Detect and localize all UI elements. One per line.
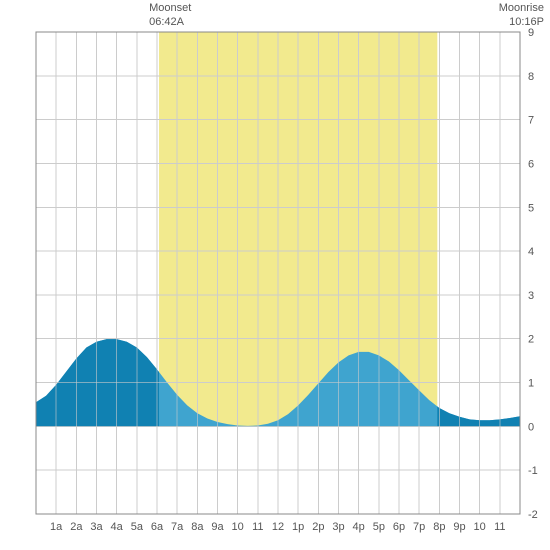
y-tick: 2 [528,334,534,346]
x-tick: 6a [151,521,164,533]
chart-svg: -2-101234567891a2a3a4a5a6a7a8a9a1011121p… [0,0,550,550]
moonrise-label: Moonrise 10:16P [499,2,544,30]
moonset-label: Moonset 06:42A [149,2,191,30]
moonset-title: Moonset [149,2,191,14]
moonrise-title: Moonrise [499,2,544,14]
x-tick: 10 [232,521,244,533]
y-tick: 6 [528,158,534,170]
x-tick: 1a [50,521,63,533]
y-tick: 4 [528,246,534,258]
moonset-time: 06:42A [149,16,184,28]
y-tick: 0 [528,421,534,433]
y-tick: -1 [528,465,538,477]
x-tick: 8a [191,521,204,533]
x-tick: 9p [453,521,465,533]
x-tick: 9a [211,521,224,533]
x-tick: 3p [332,521,344,533]
x-tick: 5p [373,521,385,533]
tide-chart: Moonset 06:42A Moonrise 10:16P -2-101234… [0,0,550,550]
moonrise-time: 10:16P [509,16,544,28]
x-tick: 10 [474,521,486,533]
y-tick: 1 [528,378,534,390]
x-tick: 5a [131,521,144,533]
y-tick: 3 [528,290,534,302]
x-tick: 11 [494,521,505,533]
x-tick: 7p [413,521,425,533]
x-tick: 11 [252,521,263,533]
x-tick: 1p [292,521,304,533]
x-tick: 3a [90,521,103,533]
y-tick: 5 [528,202,534,214]
x-tick: 4a [111,521,124,533]
x-tick: 4p [353,521,365,533]
x-tick: 2a [70,521,83,533]
y-tick: 8 [528,71,534,83]
y-tick: 7 [528,115,534,127]
x-tick: 6p [393,521,405,533]
x-tick: 12 [272,521,284,533]
x-tick: 2p [312,521,324,533]
x-tick: 8p [433,521,445,533]
x-tick: 7a [171,521,184,533]
y-tick: -2 [528,509,538,521]
